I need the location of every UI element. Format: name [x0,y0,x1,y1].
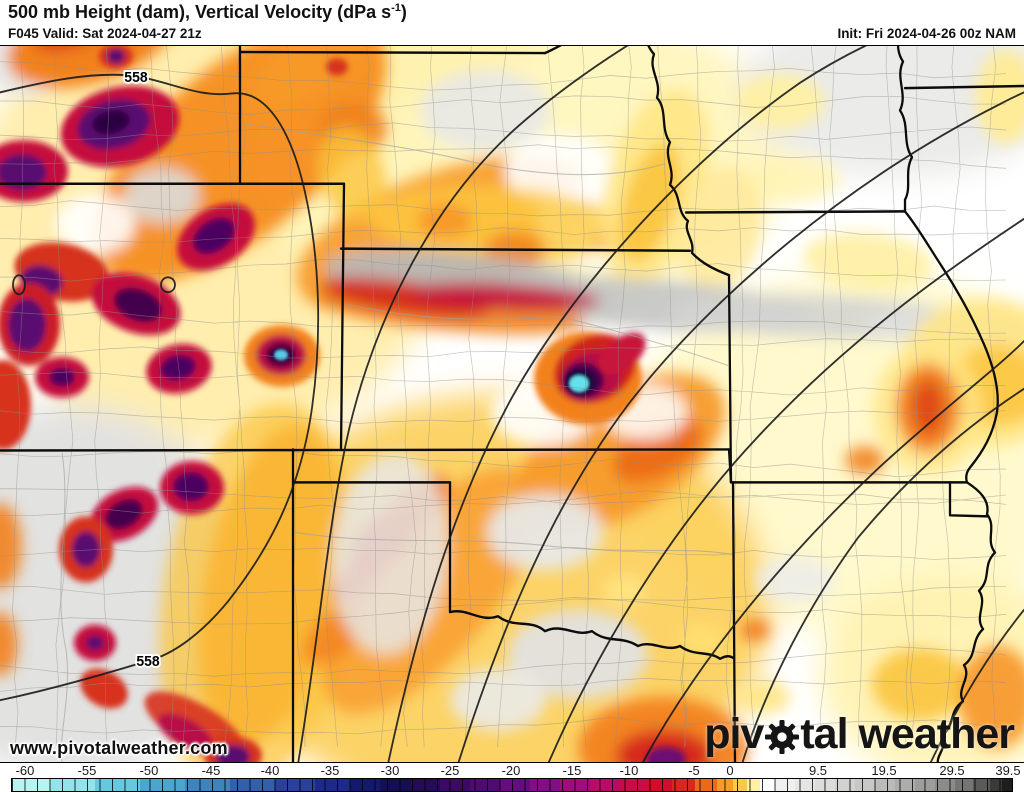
colorbar: -60 -55 -50 -45 -40 -35 -30 -25 -20 -15 -10 -5 0 9.5 1… [0,763,1024,792]
contour-label: 558 [136,654,159,670]
colorbar-tick: 0 [726,763,734,778]
forecast-valid-time: F045 Valid: Sat 2024-04-27 21z [8,26,202,41]
logo-text-post: tal weather [800,710,1015,758]
colorbar-cell-separators [12,779,1012,791]
colorbar-tick: 29.5 [939,763,965,778]
colorbar-tick: -35 [320,763,340,778]
model-init-time: Init: Fri 2024-04-26 00z NAM [837,26,1016,41]
colorbar-tick: 9.5 [808,763,828,778]
colorbar-scale [11,778,1013,792]
river-lines [60,122,733,762]
gear-icon [765,719,800,754]
colorbar-tick: 39.5 [995,763,1021,778]
header: 500 mb Height (dam), Vertical Velocity (… [0,0,1024,45]
contour-labels: 558 558 [123,68,162,673]
colorbar-tick: -60 [15,763,35,778]
vertical-velocity-field [0,46,1024,762]
colorbar-tick: -45 [201,763,221,778]
colorbar-tick: 19.5 [871,763,897,778]
map-canvas: 558 558 [0,46,1024,762]
page-title: 500 mb Height (dam), Vertical Velocity (… [8,2,407,22]
colorbar-tick: -10 [619,763,639,778]
height-contours [0,46,1024,762]
watermark-url: www.pivotalweather.com [10,738,228,758]
colorbar-tick: -15 [562,763,582,778]
contour-label: 558 [124,69,147,85]
colorbar-tick: -25 [440,763,460,778]
colorbar-tick-labels: -60 -55 -50 -45 -40 -35 -30 -25 -20 -15 -10 -5 0 9.5 1… [0,763,1024,778]
colorbar-tick: -40 [260,763,280,778]
state-borders [0,46,1024,762]
colorbar-tick: -5 [688,763,700,778]
pivotalweather-logo: piv tal weather [704,710,1015,758]
logo-text-pre: piv [704,710,764,758]
colorbar-tick: -55 [77,763,97,778]
colorbar-tick: -20 [501,763,521,778]
colorbar-tick: -30 [380,763,400,778]
weather-map: 558 558 www.pivotalweather.com piv tal wea… [0,45,1024,763]
colorbar-tick: -50 [139,763,159,778]
